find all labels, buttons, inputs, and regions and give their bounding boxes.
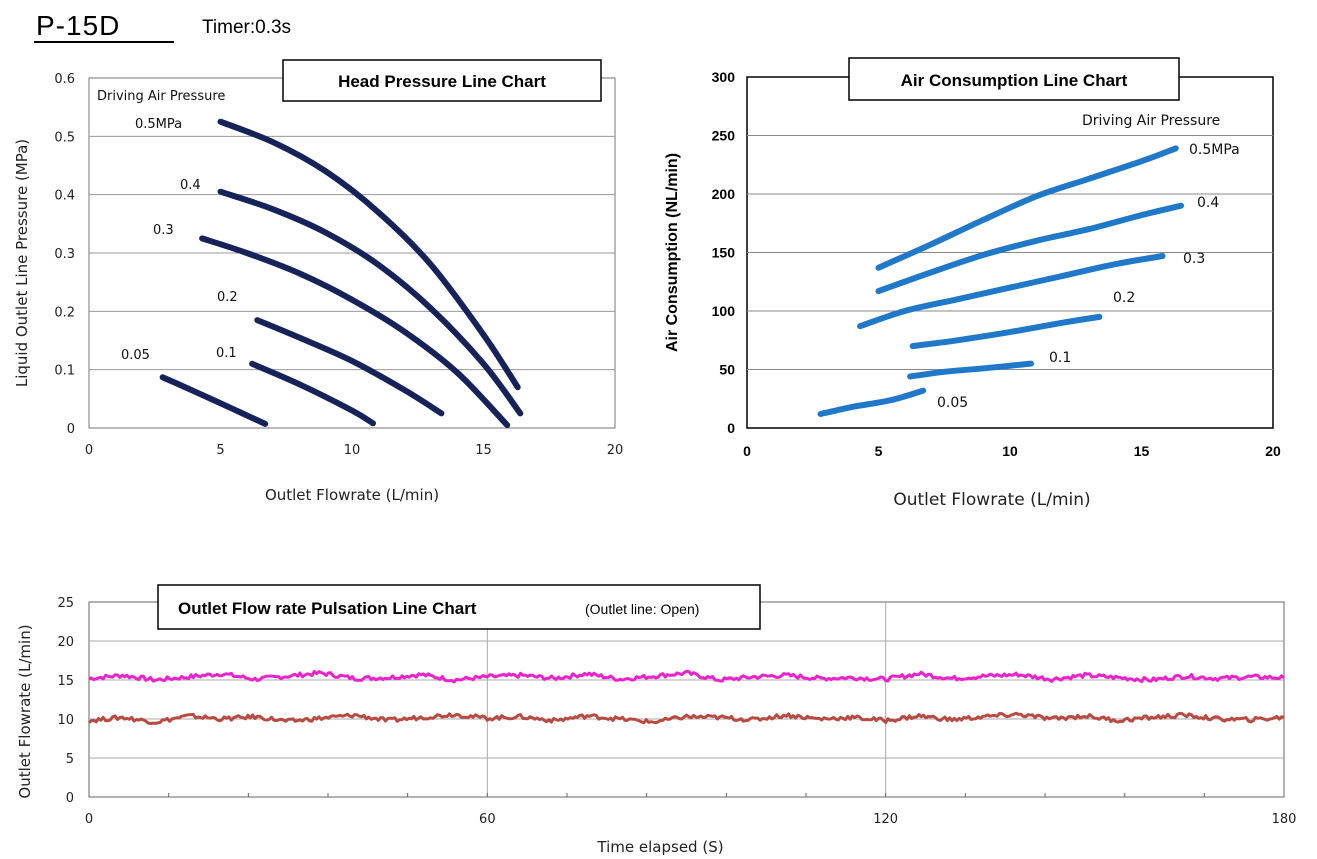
series-line [909,313,1103,350]
series-label: 0.1 [1049,350,1071,366]
series-line [88,669,1285,684]
title-box [157,584,761,630]
y-tick-label: 15 [57,674,74,689]
x-tick-label: 5 [875,443,883,459]
series-line [217,188,524,417]
chart-title: Air Consumption Line Chart [901,71,1128,90]
x-tick-label: 0 [85,443,93,458]
x-tick-label: 60 [479,812,496,827]
x-tick-label: 15 [1134,443,1150,459]
series-line [817,387,927,417]
series-line [159,374,269,427]
x-tick-label: 10 [1002,443,1018,459]
series-label: 0.2 [217,290,238,305]
legend-title: Driving Air Pressure [1082,113,1220,129]
y-tick-label: 10 [57,713,74,728]
y-tick-label: 0.1 [54,364,75,379]
title-box [282,59,602,102]
series-label: 0.3 [1183,251,1205,267]
y-tick-label: 0.3 [54,247,75,262]
y-tick-label: 25 [57,596,74,611]
series-label: 0.4 [180,178,201,193]
x-tick-label: 0 [743,443,751,459]
x-axis-label: Outlet Flowrate (L/min) [893,490,1090,510]
x-tick-label: 0 [85,812,93,827]
y-tick-label: 100 [712,303,736,319]
x-tick-label: 180 [1272,812,1297,827]
x-tick-label: 10 [344,443,361,458]
x-axis-label: Time elapsed (S) [596,838,723,856]
series-label: 0.2 [1113,290,1135,306]
y-tick-label: 0.5 [54,130,75,145]
series-line [88,711,1285,725]
series-line [875,145,1179,271]
series-line [907,360,1034,380]
timer-setting: Timer:0.3s [202,17,292,38]
series-line [249,360,376,427]
series-label: 0.1 [216,346,237,361]
x-tick-label: 20 [607,443,624,458]
y-tick-label: 300 [712,69,736,85]
series-line [199,235,511,429]
plot-area [88,601,1285,798]
y-tick-label: 0 [67,422,75,437]
series-label: 0.3 [153,223,174,238]
series-label: 0.4 [1197,195,1219,211]
air-consumption-chart: 0 50 100 150 200 250 300 0 5 10 15 20 Outlet Flowrat… [664,57,1281,510]
y-axis-label: Air Consumption (NL/min) [664,153,681,352]
series-label: 0.5MPa [135,117,182,132]
y-tick-label: 5 [66,752,74,767]
x-tick-label: 15 [475,443,492,458]
pulsation-chart: 0 5 10 15 20 25 0 60 120 180 Time elapsed (S) Outle… [16,584,1297,856]
chart-title: Head Pressure Line Chart [338,72,546,91]
series-line [217,118,521,391]
y-tick-label: 20 [57,635,74,650]
series-label: 0.05 [937,395,968,411]
y-tick-label: 0.6 [54,72,75,87]
series-line [875,202,1184,295]
y-axis-label: Liquid Outlet Line Pressure (MPa) [13,139,31,387]
y-tick-label: 150 [712,245,736,261]
y-tick-label: 0 [727,420,735,436]
x-tick-label: 5 [216,443,224,458]
y-tick-label: 0.2 [54,305,75,320]
chart-subtitle: (Outlet line: Open) [585,601,699,617]
x-tick-label: 120 [873,812,898,827]
series-line [857,253,1166,330]
series-line [254,317,445,417]
series-label: 0.05 [121,348,150,363]
title-box [848,57,1180,101]
y-tick-label: 0.4 [54,189,75,204]
model-underline [34,41,174,43]
y-axis-label: Outlet Flowrate (L/min) [16,624,34,798]
y-tick-label: 0 [66,791,74,806]
model-name: P-15D [36,10,121,41]
y-tick-label: 250 [712,128,736,144]
y-tick-label: 50 [719,362,735,378]
series-label: 0.5MPa [1189,142,1240,158]
x-axis-label: Outlet Flowrate (L/min) [265,486,439,504]
y-tick-label: 200 [712,186,736,202]
legend-title: Driving Air Pressure [97,89,225,104]
x-tick-label: 20 [1265,443,1281,459]
chart-title: Outlet Flow rate Pulsation Line Chart [178,599,477,618]
head-pressure-chart: 0 0.1 0.2 0.3 0.4 0.5 0.6 0 5 10 15 20 Outlet Flowra… [13,59,624,504]
